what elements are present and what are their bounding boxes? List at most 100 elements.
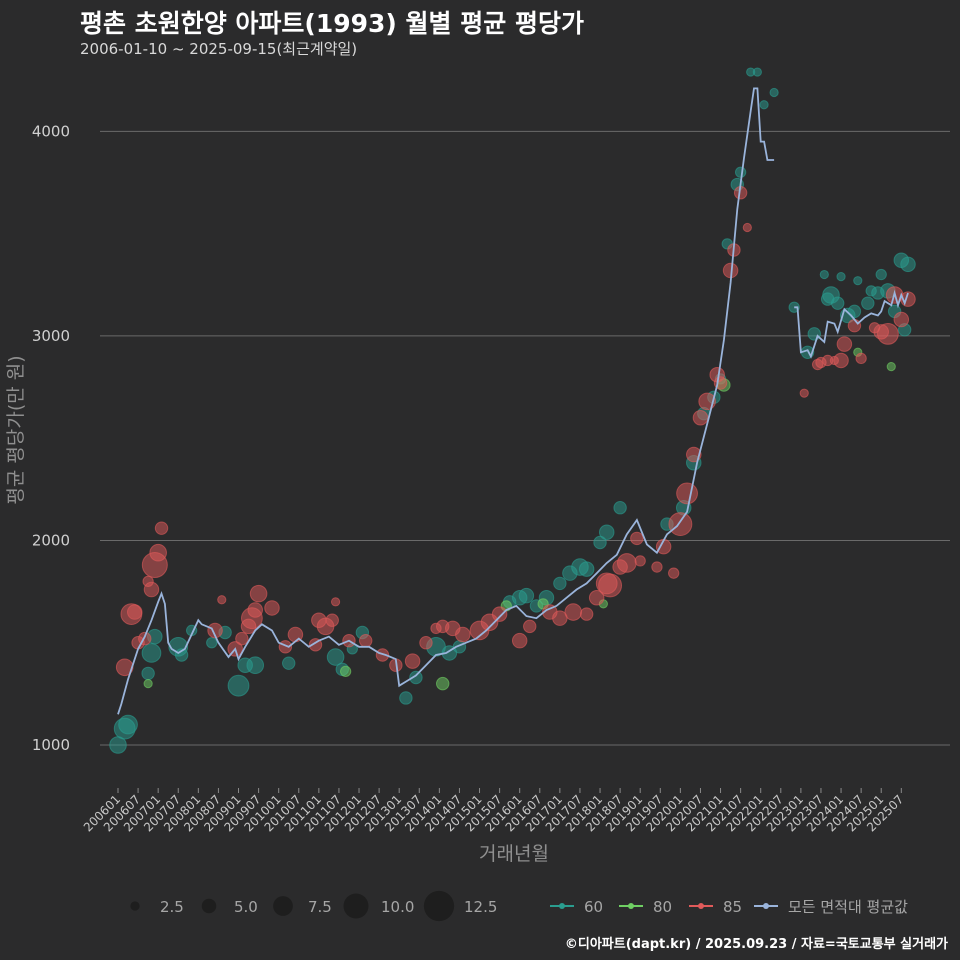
data-point-85 xyxy=(833,352,849,369)
data-point-80 xyxy=(886,361,896,372)
data-point-60 xyxy=(900,256,916,273)
data-point-60 xyxy=(326,648,345,666)
data-point-60 xyxy=(578,561,595,577)
data-point-80 xyxy=(143,679,153,689)
data-point-85 xyxy=(491,606,508,622)
data-point-85 xyxy=(247,602,263,618)
data-point-60 xyxy=(734,166,747,178)
legend-size-label: 5.0 xyxy=(234,898,258,916)
data-point-85 xyxy=(419,636,433,650)
data-point-85 xyxy=(143,581,160,598)
data-point-60 xyxy=(788,301,800,313)
data-point-85 xyxy=(742,222,752,233)
data-point-85 xyxy=(847,318,862,333)
average-line xyxy=(117,87,909,715)
x-axis-ticks: 2006012006072007012007072008012008072009… xyxy=(81,788,906,835)
data-point-85 xyxy=(668,512,693,537)
data-point-85 xyxy=(634,555,646,567)
legend-label: 85 xyxy=(723,898,742,916)
y-tick-label: 2000 xyxy=(32,531,70,549)
legend-size-dot xyxy=(343,893,369,919)
data-point-60 xyxy=(518,587,535,604)
legend-dot-key xyxy=(698,903,704,909)
legend-size-dot xyxy=(201,898,217,914)
data-point-60 xyxy=(861,296,875,310)
data-point-60 xyxy=(847,304,862,319)
data-point-85 xyxy=(154,521,169,535)
legend-size-dot xyxy=(423,890,455,922)
data-point-85 xyxy=(404,653,421,669)
data-point-85 xyxy=(249,584,268,603)
data-point-60 xyxy=(282,656,296,670)
data-point-60 xyxy=(206,637,218,649)
data-point-85 xyxy=(325,613,339,627)
data-point-60 xyxy=(409,670,423,685)
y-axis-ticks: 1000 2000 3000 4000 xyxy=(32,122,70,754)
data-point-85 xyxy=(359,633,373,648)
data-point-60 xyxy=(759,100,769,110)
x-axis-title: 거래년월 xyxy=(479,843,549,865)
average-line-segment xyxy=(794,289,909,359)
data-point-85 xyxy=(676,482,698,505)
data-point-85 xyxy=(235,631,249,646)
data-point-85 xyxy=(375,648,390,662)
data-point-85 xyxy=(836,336,853,352)
data-point-85 xyxy=(149,543,167,562)
data-point-85 xyxy=(330,597,341,607)
data-point-60 xyxy=(141,666,155,681)
data-point-60 xyxy=(593,535,607,550)
legend-label: 모든 면적대 평균값 xyxy=(788,898,908,916)
data-point-60 xyxy=(246,656,265,675)
data-point-85 xyxy=(455,626,471,643)
chart-title: 평촌 초원한양 아파트(1993) 월별 평균 평당가 xyxy=(80,9,584,38)
data-point-60 xyxy=(141,643,162,663)
data-point-85 xyxy=(692,409,709,426)
legend: 2.5 5.0 7.5 10.0 12.5 60 80 85 모든 면적대 평균값 xyxy=(130,890,908,922)
data-point-60 xyxy=(769,87,779,98)
legend-size-label: 10.0 xyxy=(381,898,414,916)
legend-dot-key xyxy=(628,903,634,909)
data-point-60 xyxy=(831,296,845,310)
data-point-85 xyxy=(511,632,528,649)
chart-subtitle: 2006-01-10 ~ 2025-09-15(최근계약일) xyxy=(80,40,358,58)
data-point-80 xyxy=(436,676,450,691)
data-point-85 xyxy=(523,619,537,634)
legend-size-dot xyxy=(130,901,140,911)
y-tick-label: 1000 xyxy=(32,736,70,754)
data-point-85 xyxy=(651,561,663,573)
data-point-85 xyxy=(588,589,605,606)
y-tick-label: 3000 xyxy=(32,327,70,345)
data-point-85 xyxy=(877,322,899,345)
legend-size-label: 12.5 xyxy=(464,898,497,916)
data-point-85 xyxy=(668,567,680,579)
data-point-60 xyxy=(819,269,829,280)
legend-label: 60 xyxy=(584,898,603,916)
data-point-60 xyxy=(118,714,138,735)
legend-size-dot xyxy=(273,896,293,916)
y-axis-title: 평균 평당가(만 원) xyxy=(5,355,27,504)
data-point-60 xyxy=(399,691,413,705)
data-point-60 xyxy=(807,327,821,341)
data-point-60 xyxy=(598,524,615,541)
data-point-60 xyxy=(752,67,762,77)
legend-dot-key xyxy=(763,903,769,909)
data-point-60 xyxy=(227,674,250,697)
data-point-60 xyxy=(613,501,627,515)
data-point-85 xyxy=(264,600,280,616)
data-point-85 xyxy=(579,607,594,621)
data-point-60 xyxy=(853,276,863,286)
data-point-60 xyxy=(875,268,887,281)
data-point-80 xyxy=(339,665,352,678)
data-point-85 xyxy=(855,352,867,365)
legend-size-label: 7.5 xyxy=(308,898,332,916)
data-point-85 xyxy=(616,553,637,573)
data-point-85 xyxy=(630,531,644,546)
data-points xyxy=(109,67,916,754)
grid xyxy=(100,130,950,746)
data-point-85 xyxy=(598,573,623,598)
data-point-60 xyxy=(836,271,846,282)
y-tick-label: 4000 xyxy=(32,122,70,140)
data-point-85 xyxy=(217,595,227,605)
data-point-85 xyxy=(115,658,134,677)
